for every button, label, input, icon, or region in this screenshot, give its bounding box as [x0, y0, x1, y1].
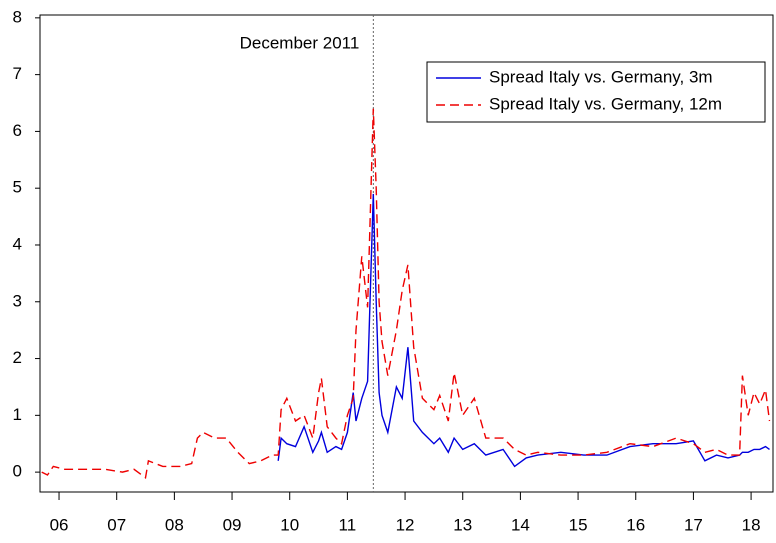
- x-tick-label: 12: [396, 515, 415, 534]
- y-tick-label: 7: [13, 64, 22, 83]
- legend-box: [426, 61, 766, 123]
- series-line: [277, 193, 770, 468]
- y-tick-label: 8: [13, 7, 22, 26]
- x-tick-label: 08: [165, 515, 184, 534]
- x-tick-label: 14: [511, 515, 530, 534]
- x-tick-label: 18: [742, 515, 761, 534]
- y-tick-label: 3: [13, 291, 22, 310]
- y-tick-label: 4: [13, 234, 22, 253]
- x-tick-label: 06: [50, 515, 69, 534]
- y-tick-label: 2: [13, 348, 22, 367]
- y-tick-label: 1: [13, 405, 22, 424]
- y-tick-label: 6: [13, 121, 22, 140]
- y-tick-label: 0: [13, 462, 22, 481]
- series-line: [41, 108, 771, 480]
- x-tick-label: 15: [569, 515, 588, 534]
- x-tick-label: 13: [453, 515, 472, 534]
- legend-label: Spread Italy vs. Germany, 3m: [489, 67, 713, 86]
- x-tick-label: 16: [626, 515, 645, 534]
- x-tick-label: 09: [223, 515, 242, 534]
- x-tick-label: 07: [107, 515, 126, 534]
- annotation-label: December 2011: [240, 33, 360, 52]
- x-tick-label: 17: [684, 515, 703, 534]
- legend-label: Spread Italy vs. Germany, 12m: [489, 94, 722, 113]
- y-tick-label: 5: [13, 178, 22, 197]
- plot-frame: [39, 14, 774, 493]
- x-tick-label: 10: [280, 515, 299, 534]
- x-tick-label: 11: [339, 515, 357, 534]
